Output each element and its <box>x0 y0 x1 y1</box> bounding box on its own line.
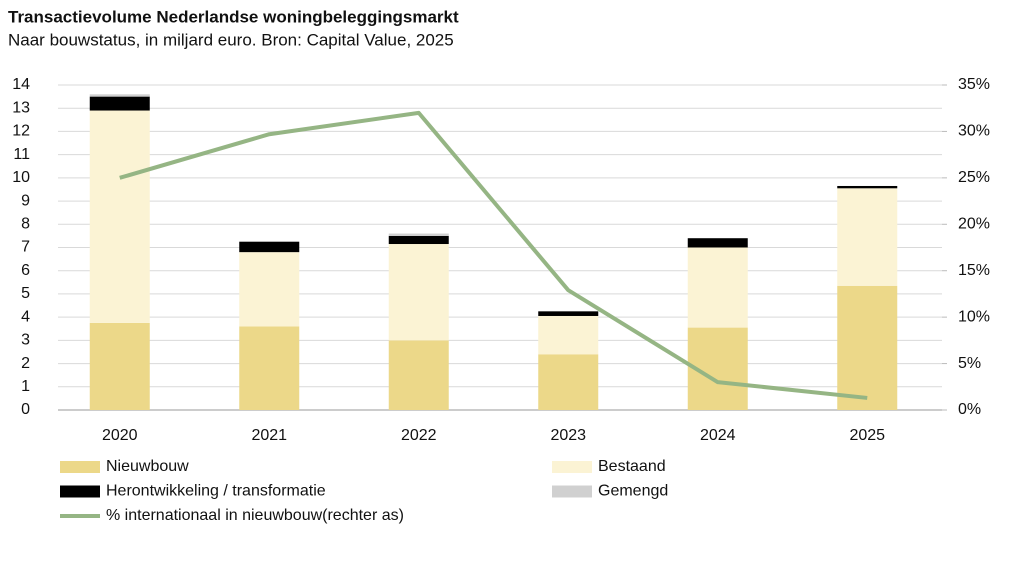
y2-tick-label: 0% <box>958 401 981 418</box>
legend-label: Nieuwbouw <box>106 458 189 475</box>
x-tick-label: 2025 <box>849 427 885 444</box>
y-tick-label: 2 <box>21 355 30 372</box>
bar-segment <box>687 247 748 328</box>
legend-swatch <box>552 485 592 498</box>
y-tick-label: 1 <box>21 378 30 395</box>
legend-label: % internationaal in nieuwbouw(rechter as… <box>106 507 404 524</box>
legend-label: Bestaand <box>598 458 666 475</box>
y-tick-label: 0 <box>21 401 30 418</box>
y-tick-label: 9 <box>21 192 30 209</box>
y-tick-label: 3 <box>21 332 30 349</box>
y-tick-label: 13 <box>12 99 30 116</box>
bar-segment <box>89 110 150 323</box>
bar-segment <box>538 311 599 316</box>
bar-segment <box>89 322 150 410</box>
x-tick-label: 2023 <box>550 427 586 444</box>
y2-tick-label: 10% <box>958 308 990 325</box>
y2-tick-label: 30% <box>958 123 990 140</box>
y2-tick-label: 20% <box>958 216 990 233</box>
x-tick-label: 2021 <box>251 427 287 444</box>
legend-swatch <box>552 461 592 473</box>
line <box>119 110 868 400</box>
y2-tick-label: 15% <box>958 262 990 279</box>
bar-segment <box>239 326 300 410</box>
chart-subtitle: Naar bouwstatus, in miljard euro. Bron: … <box>8 30 454 49</box>
y-tick-label: 10 <box>12 169 30 186</box>
y-tick-label: 8 <box>21 216 30 233</box>
bar-segment <box>687 238 748 248</box>
bar-segment <box>239 241 300 253</box>
chart-title: Transactievolume Nederlandse woningbeleg… <box>8 7 459 26</box>
y-tick-label: 4 <box>21 308 30 325</box>
bar-segment <box>837 188 898 286</box>
y-tick-label: 14 <box>12 76 30 93</box>
legend-label: Gemengd <box>598 483 668 500</box>
x-tick-label: 2022 <box>401 427 437 444</box>
bar-segment <box>538 315 599 355</box>
y-tick-label: 7 <box>21 239 30 256</box>
bar-segment <box>388 233 449 236</box>
y-tick-label: 6 <box>21 262 30 279</box>
bar-segment <box>388 235 449 245</box>
bar-segment <box>388 244 449 341</box>
bar-segment <box>538 354 599 410</box>
bar-segment <box>388 340 449 410</box>
bar-segment <box>837 285 898 410</box>
y2-tick-label: 35% <box>958 76 990 93</box>
y-tick-label: 5 <box>21 285 30 302</box>
legend-label: Herontwikkeling / transformatie <box>106 483 326 500</box>
bar-segment <box>837 185 898 189</box>
x-tick-label: 2024 <box>700 427 736 444</box>
bar-segment <box>239 252 300 327</box>
y2-tick-label: 5% <box>958 355 981 372</box>
bar-segment <box>89 94 150 97</box>
x-tick-label: 2020 <box>102 427 138 444</box>
legend-swatch <box>60 461 100 473</box>
legend-swatch <box>60 485 100 498</box>
y-tick-label: 11 <box>13 146 30 163</box>
bar-segment <box>89 96 150 111</box>
y-tick-label: 12 <box>12 123 30 140</box>
y2-tick-label: 25% <box>958 169 990 186</box>
